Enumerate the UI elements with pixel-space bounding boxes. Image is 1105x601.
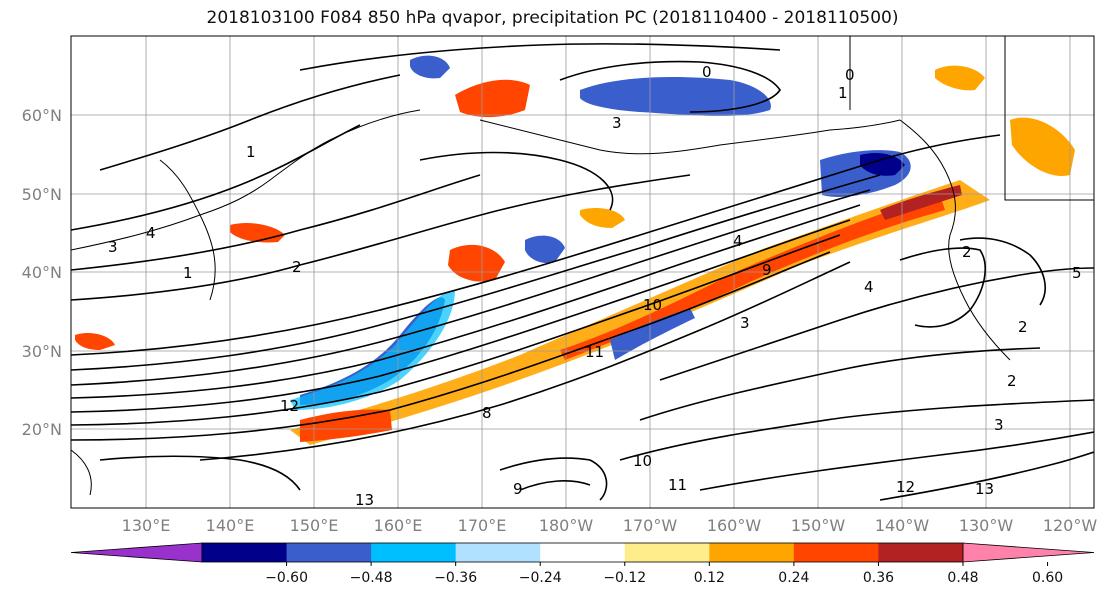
negative-aleutian	[580, 77, 771, 116]
contour-label: 0	[845, 66, 855, 84]
lon-label: 130°E	[122, 516, 171, 535]
negative-mid	[525, 235, 565, 264]
colorbar-tick-label: −0.48	[350, 570, 393, 586]
colorbar-segment	[286, 543, 372, 562]
lon-label: 140°E	[206, 516, 255, 535]
lat-label: 40°N	[22, 263, 62, 282]
contour-labels: 0 0 1 1 1 2 2 2 2 3 3 3 3 4 4 4 5 8 9 9 …	[108, 63, 1082, 509]
lat-label: 60°N	[22, 106, 62, 125]
positive-s	[580, 208, 625, 228]
colorbar-tick-label: 0.36	[863, 570, 894, 586]
colorbar-tick-label: 0.12	[694, 570, 725, 586]
contour-label: 11	[585, 343, 604, 361]
contour-label: 11	[668, 476, 687, 494]
contour-label: 4	[146, 224, 156, 242]
lon-label: 120°W	[1043, 516, 1098, 535]
colorbar-segment	[878, 543, 964, 562]
colorbar: −0.60 −0.48 −0.36 −0.24 −0.12 0.12 0.24 0.36 0.4…	[70, 542, 1095, 586]
colorbar-extend-high	[962, 542, 1095, 563]
positive-w2	[75, 333, 115, 350]
contour-label: 5	[1072, 264, 1082, 282]
contour-label: 8	[482, 404, 492, 422]
colorbar-segment	[709, 543, 795, 562]
lon-label: 160°E	[374, 516, 423, 535]
positive-core	[560, 195, 945, 360]
contour-label: 13	[975, 480, 994, 498]
contour-label: 4	[864, 278, 874, 296]
positive-ne	[1010, 117, 1075, 176]
contour-label: 3	[740, 314, 750, 332]
positive-west	[300, 409, 392, 442]
contour-label: 2	[1007, 372, 1017, 390]
negative-pacific-halo	[290, 290, 455, 410]
contour-label: 3	[108, 238, 118, 256]
colorbar-segment	[202, 543, 288, 562]
shaded-regions	[75, 55, 1075, 445]
contour-label: 10	[633, 452, 652, 470]
lat-label: 30°N	[22, 342, 62, 361]
contour-label: 2	[1018, 318, 1028, 336]
colorbar-tick-label: −0.36	[434, 570, 477, 586]
lat-label: 20°N	[22, 420, 62, 439]
lon-label: 170°W	[623, 516, 678, 535]
lon-label: 130°W	[959, 516, 1014, 535]
lon-label: 150°E	[290, 516, 339, 535]
longitude-labels: 130°E 140°E 150°E 160°E 170°E 180°W 170°…	[122, 516, 1098, 535]
latitude-labels: 60°N 50°N 40°N 30°N 20°N	[22, 106, 62, 439]
contour-label: 12	[280, 397, 299, 415]
lon-label: 170°E	[458, 516, 507, 535]
positive-mid	[448, 244, 505, 282]
negative-alaska-core	[860, 153, 905, 176]
contour-label: 12	[896, 478, 915, 496]
colorbar-segment	[793, 543, 879, 562]
negative-north	[410, 55, 450, 79]
contour-label: 3	[612, 114, 622, 132]
colorbar-tick-label: −0.24	[519, 570, 562, 586]
coastlines	[71, 36, 1094, 496]
contour-label: 4	[733, 232, 743, 250]
colorbar-extend-low	[70, 542, 203, 563]
colorbar-tick-label: 0.60	[1032, 570, 1063, 586]
map-plot-area: 0 0 1 1 1 2 2 2 2 3 3 3 3 4 4 4 5 8 9 9 …	[71, 36, 1094, 509]
colorbar-segment	[624, 543, 710, 562]
colorbar-tick-label: −0.12	[603, 570, 646, 586]
contour-label: 2	[962, 243, 972, 261]
contour-label: 13	[355, 491, 374, 509]
contour-label: 1	[183, 264, 193, 282]
lon-label: 150°W	[791, 516, 846, 535]
positive-nw	[455, 79, 530, 118]
contour-label: 1	[246, 143, 256, 161]
colorbar-frame	[201, 542, 964, 563]
plot-frame	[70, 35, 1095, 509]
negative-stripe	[610, 308, 695, 360]
contour-label: 9	[762, 261, 772, 279]
contour-label: 9	[513, 480, 523, 498]
map-title: 2018103100 F084 850 hPa qvapor, precipit…	[206, 8, 899, 28]
colorbar-segment	[455, 543, 541, 562]
colorbar-tick-label: −0.60	[265, 570, 308, 586]
lon-label: 140°W	[875, 516, 930, 535]
contour-label: 1	[838, 84, 848, 102]
lat-label: 50°N	[22, 185, 62, 204]
contour-label: 2	[292, 258, 302, 276]
positive-ne2	[935, 65, 985, 91]
contour-label: 0	[702, 63, 712, 81]
lon-label: 160°W	[707, 516, 762, 535]
contour-label: 10	[643, 296, 662, 314]
contour-lines	[71, 43, 1094, 501]
colorbar-segment	[540, 543, 626, 562]
colorbar-segment	[371, 543, 457, 562]
colorbar-tick-label: 0.24	[778, 570, 809, 586]
lon-label: 180°W	[539, 516, 594, 535]
contour-label: 3	[994, 416, 1004, 434]
colorbar-tick-label: 0.48	[947, 570, 978, 586]
